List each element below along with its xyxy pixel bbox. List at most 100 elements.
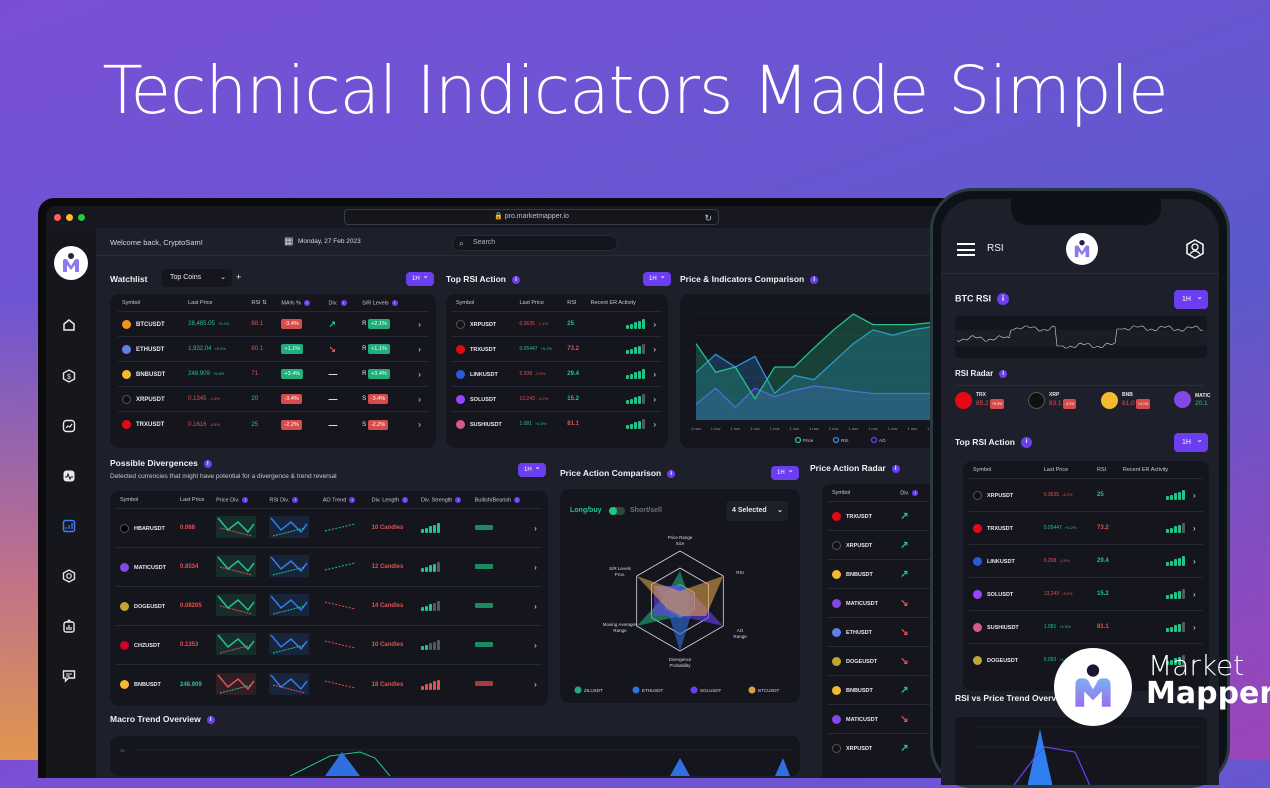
chevron-right-icon[interactable]: › [530, 625, 542, 665]
table-row[interactable]: LINKUSDT 6.208 -0.9% 29.4 › [969, 544, 1203, 578]
table-row[interactable]: TRXUSDT 0.05447 +5.2% 73.2 › [969, 511, 1203, 545]
column-header: Div. i [325, 294, 359, 312]
chart-icon[interactable] [61, 418, 77, 434]
maximize-window-button[interactable] [78, 214, 85, 221]
chat-icon[interactable] [61, 668, 77, 684]
url-text: pro.marketmapper.io [504, 213, 569, 220]
divergences-timeframe-button[interactable]: 1H [518, 460, 546, 477]
analytics-icon[interactable] [61, 518, 77, 534]
top-rsi-table: Symbol Last Price RSI Recent ER Activity XR… [452, 294, 662, 437]
app-logo[interactable] [54, 246, 88, 280]
chevron-right-icon[interactable]: › [530, 547, 542, 587]
line-area-chart: 1 nov 1 nov 1 nov 1 nov 1 nov 1 nov 1 nov 1 nov… [691, 313, 937, 444]
mini-divergence-chart [216, 594, 257, 617]
chevron-right-icon[interactable]: › [414, 336, 428, 362]
laptop-frame: 🔒 pro.marketmapper.io ↻ $ Welcome back, C… [38, 198, 958, 778]
rsi-radar-item[interactable]: MATIC 20.1 [1174, 391, 1210, 408]
chevron-right-icon[interactable]: › [1188, 511, 1203, 545]
chevron-right-icon[interactable]: › [414, 311, 428, 337]
profile-icon[interactable] [1185, 239, 1205, 264]
chevron-right-icon[interactable]: › [414, 361, 428, 387]
top-bar: Welcome back, CryptoSam! ▦ Monday, 27 Fe… [96, 228, 958, 256]
minimize-window-button[interactable] [66, 214, 73, 221]
table-row[interactable]: DOGEUSDT 0.08205 14 Candles › [116, 586, 542, 626]
alert-icon[interactable] [61, 568, 77, 584]
price-action-timeframe-button[interactable]: 1H [771, 463, 799, 480]
column-header: Last Price [519, 300, 544, 306]
chevron-right-icon[interactable]: › [1188, 544, 1203, 578]
chevron-right-icon[interactable]: › [414, 411, 428, 437]
rsi-radar-item[interactable]: BNB 81.0 +4.1% [1101, 391, 1151, 409]
svg-text:1 nov: 1 nov [789, 426, 799, 431]
coin-icon [1028, 391, 1045, 409]
coin-icon [973, 490, 982, 500]
table-row[interactable]: DOGEUSDT ↘ S [828, 646, 956, 676]
rsi-radar-title: RSI Radar i [955, 369, 1008, 378]
table-row[interactable]: XRPUSDT 0.3635 -1.1% 25 › [452, 311, 662, 337]
add-watchlist-button[interactable]: + [236, 272, 242, 282]
close-window-button[interactable] [54, 214, 61, 221]
chevron-right-icon[interactable]: › [530, 508, 542, 548]
long-short-toggle[interactable] [609, 507, 625, 515]
hero-title: Technical Indicators Made Simple [102, 52, 1168, 129]
hamburger-menu-icon[interactable] [957, 243, 975, 256]
ecg-icon[interactable] [61, 468, 77, 484]
coin-select-dropdown[interactable]: 4 Selected ⌄ [726, 501, 788, 521]
table-row[interactable]: CHZUSDT 0.1353 10 Candles › [116, 625, 542, 665]
table-row[interactable]: TRXUSDT 0.1616 -4.8% 25 -2.2% — S -2.2% › [118, 411, 428, 437]
column-header: Last Price [179, 497, 205, 504]
chevron-right-icon[interactable]: › [649, 361, 662, 387]
long-buy-label: Long/buy [570, 507, 602, 514]
sr-badge: -3.4% [367, 394, 389, 405]
phone-logo[interactable] [1066, 233, 1098, 265]
chevron-right-icon[interactable]: › [530, 664, 542, 704]
btc-rsi-timeframe-button[interactable]: 1H [1174, 287, 1208, 309]
column-header: RSI [1097, 467, 1107, 473]
search-input[interactable]: ⌕ Search [452, 235, 618, 251]
chevron-right-icon[interactable]: › [1188, 643, 1203, 677]
rsi-price-trend-chart [955, 717, 1207, 785]
activity-bars [626, 319, 646, 329]
svg-text:AO: AO [737, 628, 744, 633]
watchlist-dropdown[interactable]: Top Coins ⌄ [162, 269, 232, 287]
table-row[interactable]: MATICUSDT 0.8534 12 Candles › [116, 547, 542, 587]
watchlist-timeframe-button[interactable]: 1H [406, 269, 434, 286]
table-row[interactable]: SOLUSDT 13.243 -3.2% 15.2 › [452, 386, 662, 412]
coin-icon [456, 319, 465, 329]
table-row[interactable]: TRXUSDT 0.05447 +5.2% 73.2 › [452, 336, 662, 362]
chevron-right-icon[interactable]: › [649, 336, 662, 362]
coin-icon [955, 391, 972, 409]
coin-icon [973, 589, 982, 599]
table-row[interactable]: SUSHIUSDT 1.081 +1.5% 81.1 › [969, 610, 1203, 644]
table-row[interactable]: SUSHIUSDT 1.081 +1.5% 81.1 › [452, 411, 662, 437]
coin-icon [120, 680, 129, 690]
chevron-right-icon[interactable]: › [649, 411, 662, 437]
table-row[interactable]: XRPUSDT 0.1345 -1.8% 20 -3.4% — S -3.4% › [118, 386, 428, 412]
chevron-right-icon[interactable]: › [530, 586, 542, 626]
table-row[interactable]: HBARUSDT 0.068 10 Candles › [116, 508, 542, 548]
chevron-right-icon[interactable]: › [1188, 610, 1203, 644]
table-row[interactable]: BNBUSDT 248.909 18 Candles › [116, 664, 542, 704]
chevron-right-icon[interactable]: › [649, 386, 662, 412]
chevron-right-icon[interactable]: › [649, 311, 662, 337]
activity-bars [1165, 622, 1185, 632]
table-row[interactable]: LINKUSDT 6.208 -0.9% 29.4 › [452, 361, 662, 387]
phone-top-rsi-timeframe-button[interactable]: 1H [1174, 430, 1208, 452]
rsi-radar-item[interactable]: TRX 85.2 +5.3% [955, 391, 1005, 409]
table-row[interactable]: SOLUSDT 13.243 -3.2% 15.2 › [969, 577, 1203, 611]
chevron-right-icon[interactable]: › [414, 386, 428, 412]
dollar-icon[interactable]: $ [61, 368, 77, 384]
table-row[interactable]: BNBUSDT 248.909 +5.8% 71 +3.4% — R +3.4% … [118, 361, 428, 387]
table-row[interactable]: XRPUSDT 0.3635 -4.2% 25 › [969, 478, 1203, 512]
url-bar[interactable]: 🔒 pro.marketmapper.io ↻ [344, 209, 719, 225]
top-rsi-timeframe-button[interactable]: 1H [643, 269, 671, 286]
table-row[interactable]: BTCUSDT 28,485.05 +3.4% 68.1 -3.4% ↗ R +2… [118, 311, 428, 337]
chevron-right-icon[interactable]: › [1188, 478, 1203, 512]
mini-divergence-chart [269, 672, 310, 695]
rsi-radar-item[interactable]: XRP 83.1 -4.2% [1028, 391, 1077, 409]
reload-icon[interactable]: ↻ [704, 213, 712, 223]
chevron-right-icon[interactable]: › [1188, 577, 1203, 611]
home-icon[interactable] [61, 317, 77, 333]
table-row[interactable]: ETHUSDT 1,932.04 +5.4% 80.1 +1.1% ↘ R +1.… [118, 336, 428, 362]
report-icon[interactable] [61, 618, 77, 634]
